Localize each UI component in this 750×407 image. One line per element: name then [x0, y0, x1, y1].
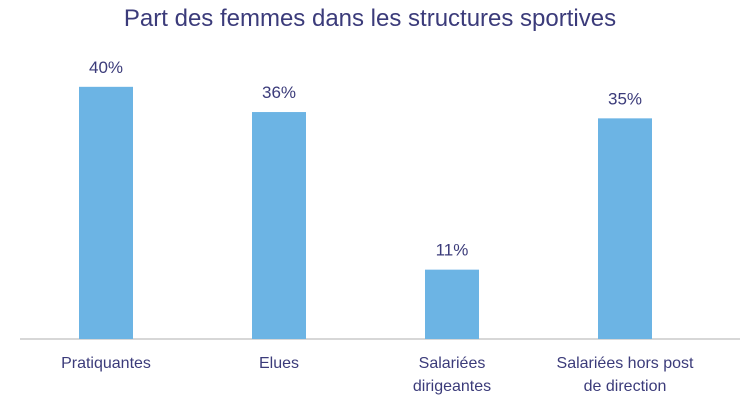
value-labels-layer: 40% 36% 11% 35%: [89, 58, 642, 260]
bar-3: [598, 118, 652, 339]
bar-0: [79, 86, 133, 340]
category-label-3-line-1: de direction: [584, 378, 667, 395]
bars-layer: [79, 86, 652, 340]
category-labels-layer: Pratiquantes Elues Salariées dirigeantes Sal…: [61, 355, 694, 395]
value-label-3: 35%: [608, 89, 642, 108]
category-label-0-line-0: Pratiquantes: [61, 355, 151, 372]
bar-2: [425, 269, 479, 339]
category-label-2-line-0: Salariées: [419, 355, 486, 372]
category-label-2-line-1: dirigeantes: [413, 378, 491, 395]
chart-title: Part des femmes dans les structures spor…: [124, 5, 616, 32]
bar-1: [252, 112, 306, 339]
category-label-3-line-0: Salariées hors post: [557, 355, 695, 372]
value-label-2: 11%: [436, 241, 469, 260]
value-label-1: 36%: [262, 83, 296, 102]
category-label-1-line-0: Elues: [259, 355, 299, 372]
value-label-0: 40%: [89, 58, 123, 77]
